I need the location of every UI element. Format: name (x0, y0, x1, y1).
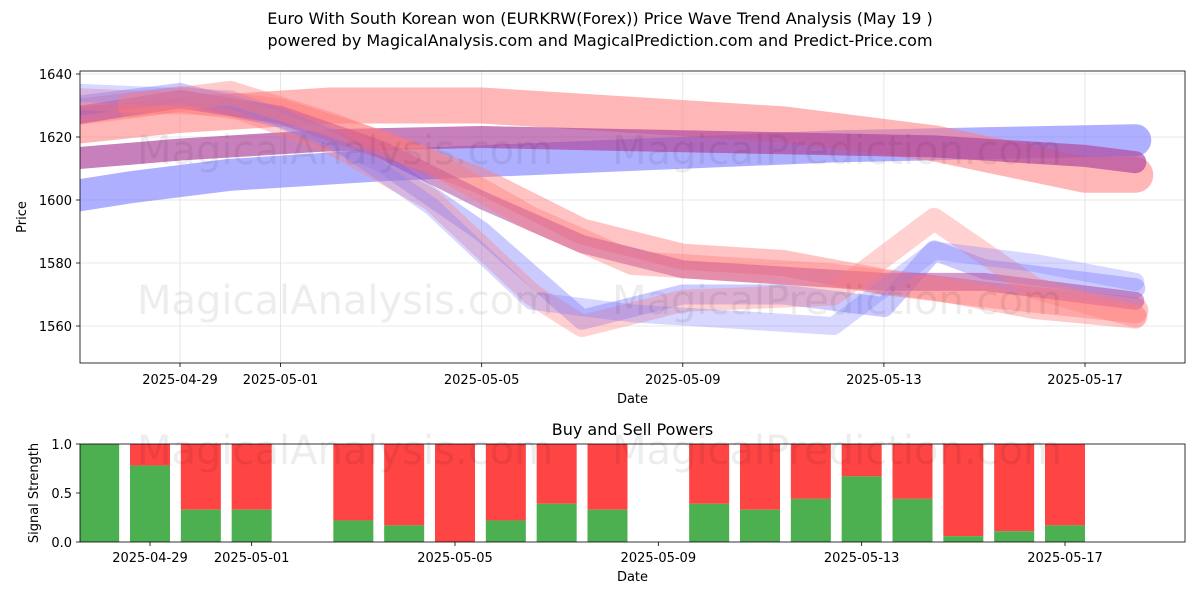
power-xtick-label: 2025-05-05 (417, 551, 493, 566)
price-axes: 1560 1580 1600 1620 1640 2025-04-29 2025-05-01… (15, 68, 1186, 407)
sell-power-bar (180, 444, 221, 510)
buy-power-bar (1045, 525, 1085, 542)
buy-power-bar (790, 498, 831, 542)
chart-title-line2: powered by MagicalAnalysis.com and Magic… (267, 31, 933, 50)
power-xtick-label: 2025-05-17 (1027, 551, 1103, 566)
sell-power-bar (384, 444, 425, 526)
sell-power-bar (740, 444, 780, 510)
sell-power-bar (435, 444, 475, 542)
price-xlabel: Date (617, 392, 648, 407)
buy-power-bar (587, 509, 628, 542)
watermark-text: MagicalPrediction.com (612, 428, 1062, 474)
price-plot-frame (79, 70, 1186, 364)
price-xtick-label: 2025-04-29 (142, 373, 218, 388)
price-ylabel: Price (15, 201, 30, 233)
buy-power-bar (740, 509, 780, 542)
chart-title-line1: Euro With South Korean won (EURKRW(Forex… (267, 9, 933, 28)
power-bars-layer (80, 444, 1085, 542)
price-ytick-label: 1560 (39, 320, 72, 335)
sell-power-bar (994, 444, 1035, 532)
buy-power-bar (180, 509, 221, 542)
price-wave-band-6 (80, 88, 1147, 337)
power-ytick-label: 1.0 (51, 438, 72, 453)
price-ytick-label: 1640 (39, 68, 72, 83)
sell-power-bar (841, 444, 882, 477)
power-ytick-label: 0.5 (51, 487, 72, 502)
watermark-layer: MagicalAnalysis.com MagicalPrediction.com… (137, 128, 1062, 474)
buy-power-bar (485, 520, 526, 542)
buy-power-bar (130, 465, 170, 542)
price-wave-band-5 (80, 90, 1145, 310)
power-ytick-label: 0.0 (51, 536, 72, 551)
price-wave-band-8 (117, 80, 1148, 329)
power-xtick-label: 2025-05-01 (214, 551, 290, 566)
buy-power-bar (333, 520, 374, 542)
price-wave-band-7 (80, 83, 1145, 335)
sell-power-bar (892, 444, 933, 499)
buy-power-bar (231, 509, 272, 542)
price-xtick-label: 2025-05-13 (846, 373, 922, 388)
price-ytick-label: 1580 (39, 257, 72, 272)
watermark-text: MagicalAnalysis.com (137, 428, 553, 474)
buy-power-bar (689, 503, 730, 542)
buy-power-bar (536, 503, 577, 542)
power-axes: 0.0 0.5 1.0 2025-04-29 2025-05-01 2025-05-05 2… (27, 420, 1186, 585)
watermark-text: MagicalAnalysis.com (137, 128, 553, 174)
sell-power-bar (333, 444, 374, 521)
power-plot-frame (79, 443, 1186, 543)
price-xtick-label: 2025-05-09 (645, 373, 721, 388)
price-xtick-label: 2025-05-17 (1047, 373, 1123, 388)
power-chart-title: Buy and Sell Powers (552, 420, 714, 439)
watermark-text: MagicalPrediction.com (612, 278, 1062, 324)
power-xtick-label: 2025-05-13 (824, 551, 900, 566)
price-ytick-label: 1600 (39, 194, 72, 209)
power-ylabel: Signal Strength (27, 443, 42, 543)
sell-power-bar (689, 444, 730, 504)
price-ytick-label: 1620 (39, 131, 72, 146)
power-xtick-label: 2025-04-29 (112, 551, 188, 566)
power-xlabel: Date (617, 570, 648, 585)
power-xtick-label: 2025-05-09 (621, 551, 697, 566)
buy-power-bar (892, 498, 933, 542)
sell-power-bar (231, 444, 272, 510)
watermark-text: MagicalPrediction.com (612, 128, 1062, 174)
sell-power-bar (536, 444, 577, 504)
price-series-layer (80, 80, 1154, 337)
price-xtick-label: 2025-05-05 (444, 373, 520, 388)
price-wave-band-2 (80, 126, 1147, 174)
sell-power-bar (790, 444, 831, 499)
buy-power-bar (384, 525, 425, 542)
sell-power-bar (130, 444, 170, 466)
sell-power-bar (485, 444, 526, 521)
buy-power-bar (841, 476, 882, 542)
buy-power-bar (943, 536, 984, 542)
sell-power-bar (943, 444, 984, 537)
sell-power-bar (1045, 444, 1085, 526)
watermark-text: MagicalAnalysis.com (137, 278, 553, 324)
price-xtick-label: 2025-05-01 (243, 373, 319, 388)
sell-power-bar (587, 444, 628, 510)
buy-power-bar (80, 444, 120, 542)
buy-power-bar (994, 531, 1035, 542)
